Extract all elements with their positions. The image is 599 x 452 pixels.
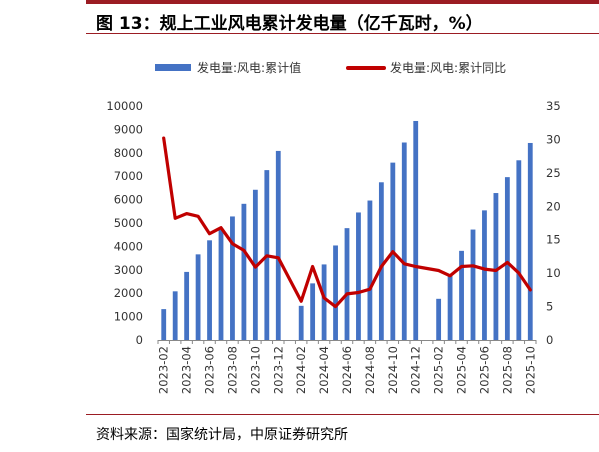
y-right-tick-label: 5 <box>546 300 553 314</box>
x-tick-label: 2025-06 <box>477 346 491 394</box>
x-tick-label: 2024-10 <box>386 346 400 394</box>
x-tick-label: 2024-12 <box>409 346 423 394</box>
bar-2024-11 <box>401 142 407 340</box>
bar-2025-04 <box>459 250 464 340</box>
y-right-tick-label: 30 <box>546 132 561 146</box>
y-left-tick-label: 5000 <box>114 216 143 230</box>
bar-2024-05 <box>333 245 338 340</box>
bar-2025-10 <box>527 142 533 340</box>
x-tick-label: 2025-04 <box>455 346 469 394</box>
bar-2024-09 <box>378 182 384 340</box>
bar-2023-08 <box>230 216 235 340</box>
y-left-tick-label: 2000 <box>114 286 143 300</box>
bar-2023-06 <box>207 240 212 340</box>
bar-2025-07 <box>493 193 499 340</box>
x-tick-label: 2023-08 <box>225 346 239 394</box>
y-right-tick-label: 10 <box>546 266 561 280</box>
y-left-tick-label: 7000 <box>114 169 143 183</box>
bar-2025-03 <box>447 275 453 340</box>
legend-label-line: 发电量:风电:累计同比 <box>390 60 506 75</box>
bar-2024-04 <box>321 264 327 340</box>
y-left-tick-label: 0 <box>136 333 143 347</box>
bar-2024-06 <box>344 228 350 340</box>
bar-2023-04 <box>184 271 190 340</box>
x-tick-label: 2024-04 <box>317 346 331 394</box>
y-right-tick-label: 15 <box>546 233 561 247</box>
x-tick-label: 2023-04 <box>180 346 194 394</box>
title-rule <box>86 33 599 34</box>
bar-2023-03 <box>172 291 178 340</box>
y-left-tick-label: 6000 <box>114 193 143 207</box>
x-tick-label: 2025-02 <box>432 346 446 394</box>
bar-2025-05 <box>470 229 476 340</box>
bar-2024-07 <box>356 212 361 340</box>
x-tick-label: 2025-08 <box>500 346 514 394</box>
bar-2025-08 <box>504 177 510 340</box>
y-right-tick-label: 0 <box>546 333 553 347</box>
x-tick-label: 2024-08 <box>363 346 377 394</box>
x-tick-label: 2024-06 <box>340 346 354 394</box>
y-right-tick-label: 35 <box>546 99 561 113</box>
bar-2024-08 <box>367 200 373 340</box>
bar-2023-12 <box>275 150 281 340</box>
bar-2025-09 <box>516 160 522 340</box>
x-tick-label: 2023-02 <box>157 346 171 394</box>
y-left-tick-label: 3000 <box>114 263 143 277</box>
top-rule <box>86 0 599 4</box>
y-left-tick-label: 10000 <box>106 99 143 113</box>
bar-2024-02 <box>298 305 304 340</box>
bottom-rule <box>86 414 599 415</box>
x-tick-label: 2023-10 <box>248 346 262 394</box>
x-tick-label: 2023-06 <box>203 346 217 394</box>
bar-2023-09 <box>241 203 247 340</box>
bar-2023-02 <box>161 309 167 340</box>
legend-swatch-bar <box>155 64 191 71</box>
y-left-tick-label: 1000 <box>114 310 143 324</box>
bar-2024-12 <box>413 120 419 340</box>
line-series-yoy <box>162 136 532 309</box>
x-tick-label: 2025-10 <box>523 346 537 394</box>
bar-2023-07 <box>218 230 224 340</box>
y-right-tick-label: 25 <box>546 166 561 180</box>
source-note: 资料来源：国家统计局，中原证券研究所 <box>96 427 348 443</box>
y-right-tick-label: 20 <box>546 199 561 213</box>
legend-label-bar: 发电量:风电:累计值 <box>197 60 301 75</box>
x-tick-label: 2023-12 <box>271 346 285 394</box>
y-left-tick-label: 4000 <box>114 239 143 253</box>
bar-2024-03 <box>310 283 316 340</box>
figure-title: 图 13：规上工业风电累计发电量（亿千瓦时，%） <box>96 14 483 34</box>
bar-2025-02 <box>436 298 442 340</box>
bar-2025-06 <box>482 210 487 340</box>
bar-2023-05 <box>195 254 201 340</box>
y-left-tick-label: 9000 <box>114 122 143 136</box>
y-left-tick-label: 8000 <box>114 146 143 160</box>
x-tick-label: 2024-02 <box>294 346 308 394</box>
